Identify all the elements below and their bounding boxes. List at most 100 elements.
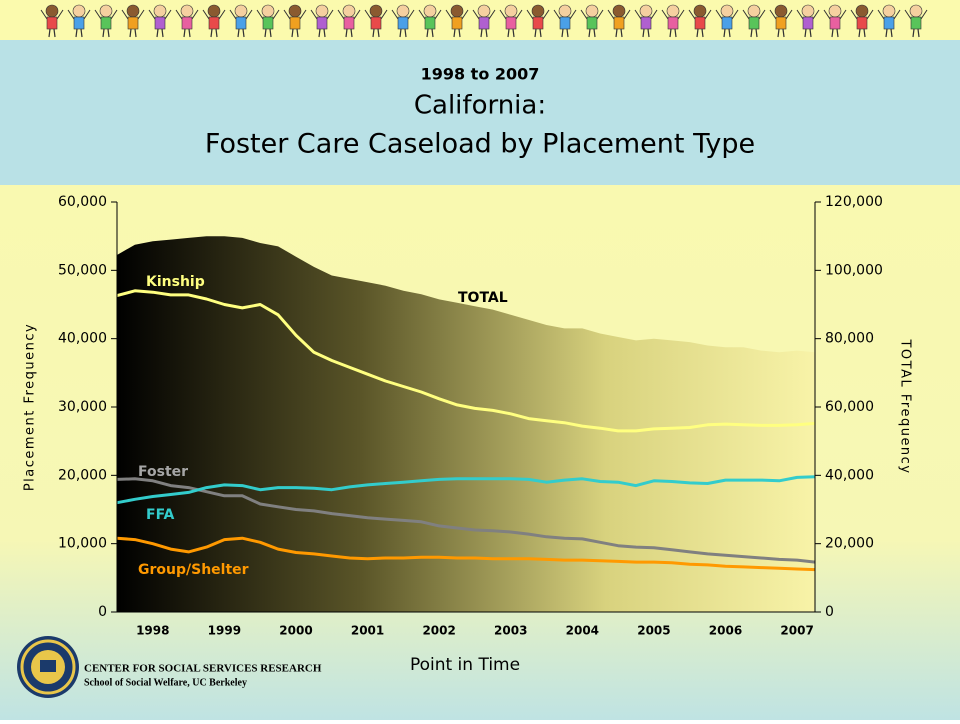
kid-arm <box>742 9 750 20</box>
kid-arm <box>661 9 669 20</box>
kid-arm <box>380 9 388 20</box>
kid-head <box>504 4 518 18</box>
kid-arm <box>83 9 91 20</box>
kid-leg <box>318 28 321 38</box>
kid-leg <box>345 28 348 38</box>
y-tick-label: 10,000 <box>58 536 107 552</box>
kid-leg <box>129 28 132 38</box>
kid-body <box>397 16 409 30</box>
series-line <box>116 475 816 505</box>
kid-leg <box>350 28 353 38</box>
kid-leg <box>863 28 866 38</box>
logo <box>17 636 79 698</box>
kid-head <box>747 4 761 18</box>
kid-arm <box>526 9 534 20</box>
kid-arm <box>191 9 199 20</box>
kid-arm <box>137 9 145 20</box>
kid-leg <box>183 28 186 38</box>
kid-body <box>856 16 868 30</box>
kid-arm <box>785 9 793 20</box>
chart-subtitle: Foster Care Caseload by Placement Type <box>205 129 755 160</box>
kid-leg <box>647 28 650 38</box>
kid-arm <box>634 9 642 20</box>
y-tick-label: 40,000 <box>58 331 107 347</box>
kid-arm <box>175 9 183 20</box>
y2-tick-label: 120,000 <box>825 194 883 210</box>
kid-arm <box>688 9 696 20</box>
kid-arm <box>893 9 901 20</box>
kid-head <box>855 4 869 18</box>
kid-arm <box>877 9 885 20</box>
kid-arm <box>256 9 264 20</box>
kid-body <box>829 16 841 30</box>
kid-body <box>910 16 922 30</box>
kid-arm <box>650 9 658 20</box>
kid-arm <box>337 9 345 20</box>
kid-leg <box>480 28 483 38</box>
series-label: Group/Shelter <box>138 562 249 578</box>
x-tick-label: 2004 <box>566 624 599 638</box>
kid-head <box>531 4 545 18</box>
kid-arm <box>202 9 210 20</box>
kid-leg <box>156 28 159 38</box>
kid-leg <box>431 28 434 38</box>
kid-arm <box>364 9 372 20</box>
chart-subtitle: California: <box>414 91 546 121</box>
kid-leg <box>885 28 888 38</box>
x-tick-label: 2002 <box>422 624 455 638</box>
kid-body <box>613 16 625 30</box>
plot: 0 10,000 20,000 30,000 40,000 50,000 60,000 0 20… <box>58 194 883 638</box>
series-line <box>116 536 816 572</box>
kid-body <box>127 16 139 30</box>
kid-arm <box>67 9 75 20</box>
series-label: FFA <box>146 507 175 523</box>
kid-arm <box>391 9 399 20</box>
kid-leg <box>485 28 488 38</box>
kid-head <box>72 4 86 18</box>
kid-body <box>370 16 382 30</box>
kid-arm <box>310 9 318 20</box>
series-line <box>116 477 816 564</box>
kid-arm <box>418 9 426 20</box>
y-tick-label: 0 <box>98 604 107 620</box>
kid-arm <box>731 9 739 20</box>
kid-leg <box>210 28 213 38</box>
kid-body <box>478 16 490 30</box>
kid-leg <box>750 28 753 38</box>
kid-body <box>262 16 274 30</box>
kid-leg <box>75 28 78 38</box>
x-tick-label: 1999 <box>208 624 241 638</box>
kid-leg <box>453 28 456 38</box>
y2-tick-label: 0 <box>825 604 834 620</box>
kid-head <box>693 4 707 18</box>
kid-head <box>423 4 437 18</box>
kid-head <box>558 4 572 18</box>
kid-head <box>99 4 113 18</box>
kid-arm <box>812 9 820 20</box>
kid-head <box>288 4 302 18</box>
kid-arm <box>866 9 874 20</box>
kid-body <box>343 16 355 30</box>
kid-leg <box>215 28 218 38</box>
kid-leg <box>917 28 920 38</box>
x-tick-label: 2000 <box>279 624 312 638</box>
kid-body <box>775 16 787 30</box>
kid-leg <box>809 28 812 38</box>
kid-body <box>667 16 679 30</box>
kid-body <box>181 16 193 30</box>
kid-body <box>316 16 328 30</box>
kid-leg <box>188 28 191 38</box>
kid-arm <box>94 9 102 20</box>
kid-head <box>396 4 410 18</box>
kid-head <box>801 4 815 18</box>
kid-leg <box>642 28 645 38</box>
y2-tick-label: 80,000 <box>825 331 874 347</box>
kid-arm <box>623 9 631 20</box>
kid-arm <box>461 9 469 20</box>
kid-leg <box>723 28 726 38</box>
kid-arm <box>569 9 577 20</box>
kid-arm <box>40 9 48 20</box>
series-label: Kinship <box>146 274 205 290</box>
kid-head <box>180 4 194 18</box>
